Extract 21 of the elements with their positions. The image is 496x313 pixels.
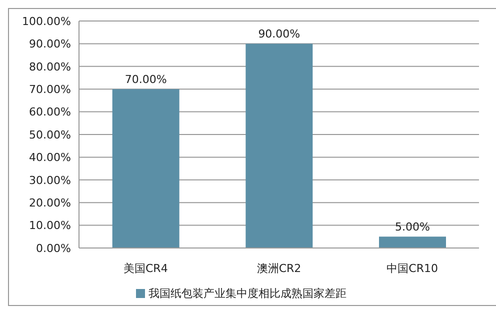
bar	[112, 89, 180, 248]
y-tick-label: 100.00%	[22, 14, 71, 28]
legend-label: 我国纸包装产业集中度相比成熟国家差距	[148, 287, 346, 300]
x-tick-label: 澳洲CR2	[256, 262, 302, 275]
bar	[246, 44, 313, 248]
y-tick-label: 0.00%	[36, 242, 71, 255]
y-tick-label: 30.00%	[29, 174, 71, 187]
y-tick-label: 90.00%	[29, 38, 71, 51]
bar	[379, 236, 446, 248]
x-tick-label: 美国CR4	[124, 262, 168, 275]
y-tick-label: 70.00%	[29, 83, 71, 96]
y-tick-label: 80.00%	[29, 60, 71, 74]
y-tick-label: 40.00%	[29, 151, 71, 164]
x-tick-label: 中国CR10	[386, 262, 438, 275]
data-label: 90.00%	[258, 28, 300, 41]
y-tick-label: 10.00%	[29, 219, 71, 232]
y-tick-label: 60.00%	[29, 106, 71, 119]
y-tick-label: 20.00%	[29, 196, 71, 210]
data-label: 70.00%	[124, 73, 167, 86]
y-tick-label: 50.00%	[29, 128, 71, 142]
data-label: 5.00%	[395, 220, 430, 234]
